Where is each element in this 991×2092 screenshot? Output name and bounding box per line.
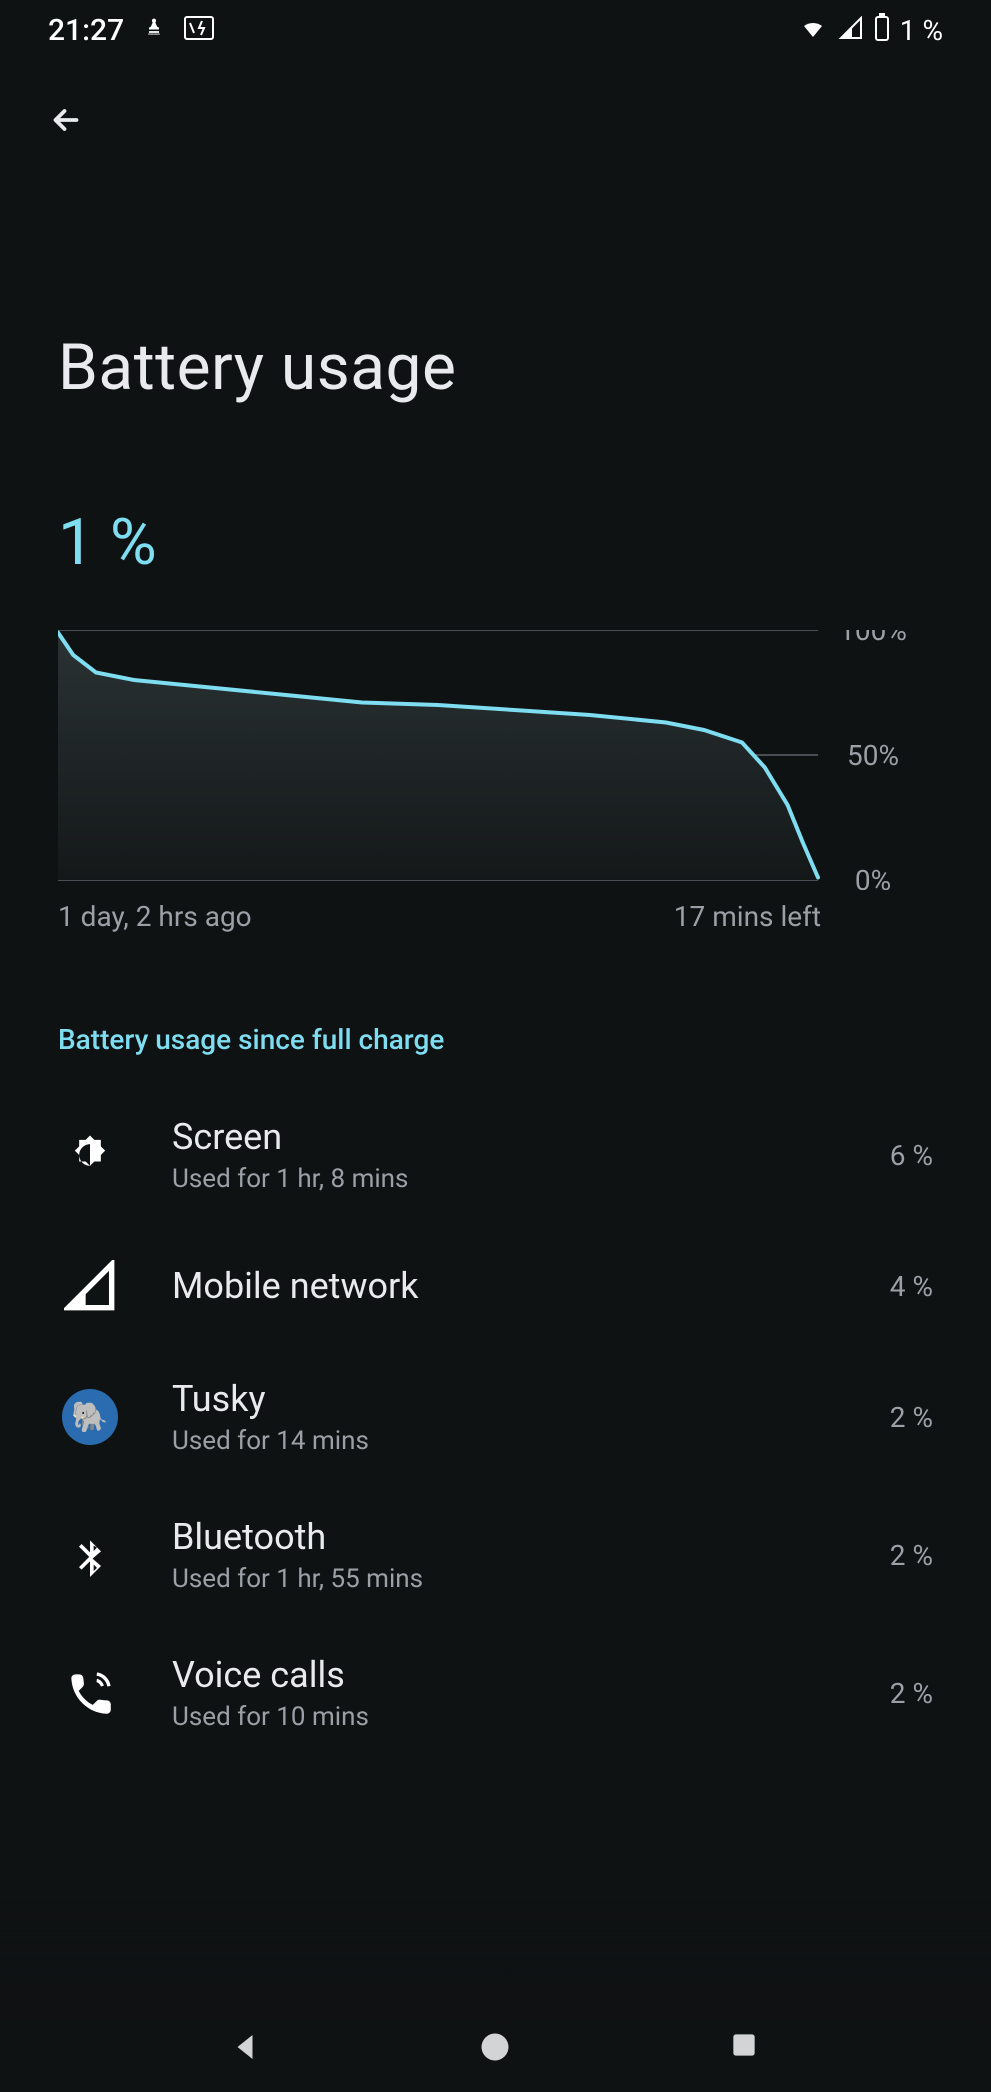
usage-pct: 2 % <box>890 1539 933 1572</box>
status-bar: 21:27 1 % <box>0 0 991 60</box>
usage-item-mobile-network[interactable]: Mobile network 4 % <box>0 1224 991 1348</box>
page-title: Battery usage <box>0 180 991 445</box>
section-header: Battery usage since full charge <box>0 933 991 1086</box>
tusky-icon: 🐘 <box>58 1385 122 1449</box>
nav-back-icon[interactable] <box>227 2029 263 2065</box>
charging-box-icon <box>184 14 214 47</box>
usage-item-screen[interactable]: Screen Used for 1 hr, 8 mins 6 % <box>0 1086 991 1224</box>
usage-pct: 2 % <box>890 1677 933 1710</box>
phone-icon <box>58 1661 122 1725</box>
nav-home-icon[interactable] <box>477 2029 513 2065</box>
chart-x-right: 17 mins left <box>674 900 821 933</box>
chess-icon <box>144 14 164 47</box>
svg-text:0%: 0% <box>855 864 891 890</box>
svg-text:100%: 100% <box>839 630 907 647</box>
usage-sub: Used for 1 hr, 55 mins <box>172 1564 840 1594</box>
signal-icon <box>58 1254 122 1318</box>
usage-item-tusky[interactable]: 🐘 Tusky Used for 14 mins 2 % <box>0 1348 991 1486</box>
battery-chart: 100% 50% 0% <box>0 630 991 890</box>
battery-icon <box>874 13 890 48</box>
usage-title: Screen <box>172 1116 840 1158</box>
status-battery-text: 1 % <box>900 14 943 47</box>
usage-pct: 6 % <box>890 1139 933 1172</box>
nav-recent-icon[interactable] <box>728 2029 764 2065</box>
usage-title: Bluetooth <box>172 1516 840 1558</box>
usage-sub: Used for 10 mins <box>172 1702 840 1732</box>
usage-pct: 2 % <box>890 1401 933 1434</box>
usage-list: Screen Used for 1 hr, 8 mins 6 % Mobile … <box>0 1086 991 1762</box>
usage-title: Voice calls <box>172 1654 840 1696</box>
wifi-icon <box>798 14 828 47</box>
bluetooth-icon <box>58 1523 122 1587</box>
usage-title: Mobile network <box>172 1265 840 1307</box>
usage-sub: Used for 1 hr, 8 mins <box>172 1164 840 1194</box>
back-button[interactable] <box>44 98 88 142</box>
svg-text:50%: 50% <box>847 739 899 772</box>
chart-x-left: 1 day, 2 hrs ago <box>58 900 252 933</box>
nav-bar <box>0 2002 991 2092</box>
usage-pct: 4 % <box>890 1270 933 1303</box>
brightness-icon <box>58 1123 122 1187</box>
battery-percent: 1 % <box>0 445 991 600</box>
usage-item-voice-calls[interactable]: Voice calls Used for 10 mins 2 % <box>0 1624 991 1762</box>
status-time: 21:27 <box>48 13 124 48</box>
usage-title: Tusky <box>172 1378 840 1420</box>
signal-icon <box>838 14 864 47</box>
usage-sub: Used for 14 mins <box>172 1426 840 1456</box>
usage-item-bluetooth[interactable]: Bluetooth Used for 1 hr, 55 mins 2 % <box>0 1486 991 1624</box>
